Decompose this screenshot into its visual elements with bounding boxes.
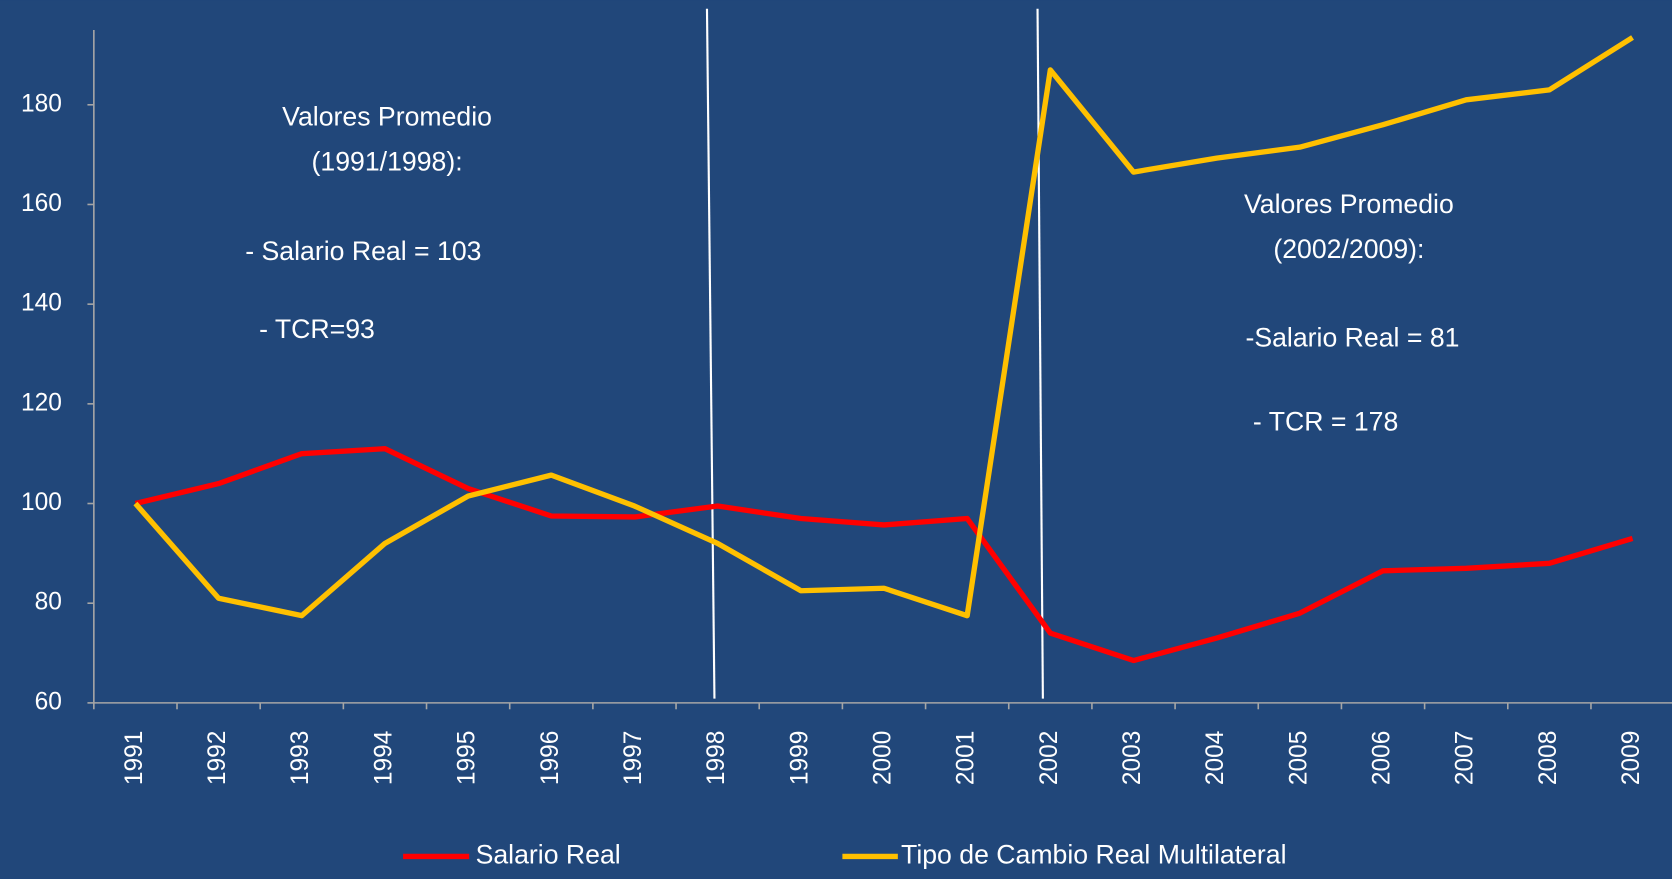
x-tick-label: 2006 bbox=[1369, 731, 1396, 786]
period-divider bbox=[1036, 8, 1044, 699]
x-tick-label: 2009 bbox=[1618, 731, 1645, 786]
x-tick-label: 2005 bbox=[1285, 731, 1312, 786]
x-tick-label: 1996 bbox=[537, 731, 564, 786]
annotation: (1991/1998): bbox=[312, 146, 463, 176]
x-tick-label: 1995 bbox=[454, 731, 481, 786]
x-tick-label: 2001 bbox=[953, 731, 980, 786]
annotation: Valores Promedio bbox=[1244, 189, 1454, 219]
annotation: - TCR = 178 bbox=[1253, 407, 1398, 437]
x-tick-label: 2002 bbox=[1036, 731, 1063, 786]
legend-label: Salario Real bbox=[476, 839, 621, 869]
x-tick-label: 2000 bbox=[869, 731, 896, 786]
x-tick-label: 1994 bbox=[370, 731, 397, 786]
y-tick-label: 80 bbox=[35, 589, 62, 616]
x-tick-label: 1998 bbox=[703, 731, 730, 786]
x-tick-label: 1993 bbox=[287, 731, 314, 786]
y-tick-label: 100 bbox=[21, 489, 62, 516]
legend-label: Tipo de Cambio Real Multilateral bbox=[901, 839, 1286, 869]
series-line bbox=[134, 446, 1634, 664]
x-tick-label: 2003 bbox=[1119, 731, 1146, 786]
annotation: (2002/2009): bbox=[1273, 234, 1424, 264]
y-tick-label: 140 bbox=[21, 290, 62, 317]
x-tick-label: 2004 bbox=[1202, 731, 1229, 786]
y-tick-label: 180 bbox=[21, 90, 62, 117]
x-tick-label: 1999 bbox=[786, 731, 813, 786]
y-tick-label: 120 bbox=[21, 389, 62, 416]
annotation: -Salario Real = 81 bbox=[1245, 322, 1459, 352]
x-tick-label: 1991 bbox=[121, 731, 148, 786]
period-divider bbox=[705, 8, 716, 699]
x-tick-label: 1992 bbox=[204, 731, 231, 786]
annotation: - Salario Real = 103 bbox=[245, 236, 481, 266]
x-tick-label: 1997 bbox=[620, 731, 647, 786]
series-line bbox=[133, 35, 1634, 619]
annotation: Valores Promedio bbox=[282, 102, 492, 132]
x-tick-label: 2007 bbox=[1452, 731, 1479, 786]
y-tick-label: 160 bbox=[21, 190, 62, 217]
annotation: - TCR=93 bbox=[259, 314, 375, 344]
x-tick-label: 2008 bbox=[1535, 731, 1562, 786]
y-tick-label: 60 bbox=[35, 688, 62, 715]
